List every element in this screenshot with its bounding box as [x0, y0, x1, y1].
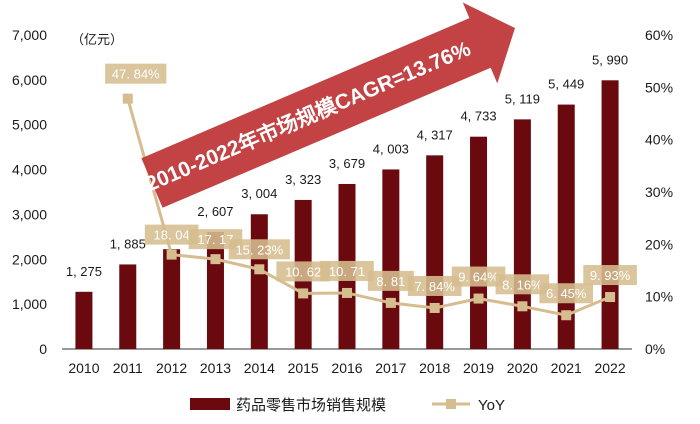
yoy-label-box — [320, 260, 374, 281]
bar-value-label: 4, 317 — [417, 127, 453, 142]
legend: 药品零售市场销售规模 YoY — [190, 397, 505, 414]
bar — [426, 155, 444, 349]
bar-value-label: 3, 323 — [285, 172, 321, 187]
yoy-label-box — [276, 261, 330, 282]
legend-bar-swatch — [190, 398, 230, 410]
cagr-arrow — [141, 2, 515, 208]
axes: 0 1,000 2,000 3,000 4,000 5,000 6,000 7,000 0% 10… — [12, 27, 673, 376]
right-tick-label: 40% — [645, 132, 673, 148]
yoy-marker — [473, 293, 484, 304]
x-tick-label: 2018 — [419, 360, 450, 376]
x-tick-label: 2021 — [551, 360, 582, 376]
x-tick-label: 2015 — [288, 360, 319, 376]
bar-value-label: 3, 004 — [241, 186, 277, 201]
yoy-marker — [605, 292, 616, 303]
bar-value-label: 5, 119 — [505, 91, 540, 106]
right-tick-label: 10% — [645, 289, 673, 305]
yoy-value-label: 9. 93% — [590, 268, 631, 283]
x-tick-label: 2017 — [375, 360, 406, 376]
left-axis-unit: （亿元） — [71, 32, 123, 47]
yoy-marker — [429, 302, 440, 313]
bar — [513, 119, 531, 350]
bar-value-label: 4, 733 — [460, 109, 496, 124]
x-tick-label: 2014 — [244, 360, 275, 376]
x-tick-label: 2019 — [463, 360, 494, 376]
yoy-marker — [254, 264, 265, 275]
legend-line-marker — [446, 399, 456, 409]
yoy-value-label: 7. 84% — [414, 279, 455, 294]
yoy-label-box — [144, 224, 199, 245]
right-tick-label: 50% — [645, 79, 673, 95]
yoy-label-box — [407, 275, 462, 296]
cagr-arrow-group: 2010-2022年市场规模CAGR=13.76% — [141, 2, 515, 208]
yoy-label-box — [539, 283, 594, 304]
legend-bar-label: 药品零售市场销售规模 — [236, 397, 386, 414]
right-tick-label: 20% — [645, 236, 673, 252]
x-tick-label: 2020 — [507, 360, 538, 376]
yoy-value-label: 18. 04 — [154, 228, 190, 243]
x-tick-label: 2013 — [200, 360, 231, 376]
right-tick-label: 0% — [645, 341, 665, 357]
yoy-label-box — [228, 239, 290, 260]
x-tick-label: 2016 — [331, 360, 362, 376]
yoy-line — [126, 98, 611, 317]
yoy-marker — [298, 288, 309, 299]
left-tick-label: 0 — [39, 341, 47, 357]
bar — [250, 214, 268, 349]
x-tick-label: 2011 — [113, 360, 143, 376]
left-tick-label: 2,000 — [12, 251, 47, 267]
bar — [75, 291, 93, 349]
yoy-value-label: 8. 81 — [376, 274, 405, 289]
right-tick-label: 60% — [645, 27, 673, 43]
bar — [119, 264, 137, 349]
yoy-marker — [385, 297, 396, 308]
bar-value-label: 1, 275 — [66, 264, 102, 279]
yoy-value-label: 8. 16% — [502, 277, 543, 292]
bar-value-label: 3, 679 — [329, 156, 365, 171]
yoy-label-box — [105, 63, 167, 84]
x-tick-label: 2010 — [68, 360, 99, 376]
yoy-label-box — [583, 265, 637, 286]
yoy-marker — [561, 310, 572, 321]
yoy-label-box — [495, 274, 550, 295]
yoy-value-label: 47. 84% — [112, 67, 160, 82]
legend-line-label: YoY — [478, 397, 505, 414]
left-tick-label: 1,000 — [12, 296, 47, 312]
left-tick-label: 3,000 — [12, 206, 47, 222]
yoy-value-label: 10. 62 — [285, 264, 321, 279]
bar — [601, 80, 619, 349]
x-tick-label: 2012 — [156, 360, 187, 376]
yoy-line-group — [122, 93, 616, 321]
yoy-value-label: 15. 23% — [235, 242, 283, 257]
yoy-marker — [122, 93, 133, 104]
yoy-marker — [517, 301, 528, 312]
left-tick-label: 4,000 — [12, 162, 47, 178]
yoy-value-label: 10. 71 — [329, 264, 365, 279]
yoy-label-box — [367, 270, 414, 291]
bar-value-label: 1, 885 — [110, 236, 146, 251]
left-tick-label: 7,000 — [12, 27, 47, 43]
yoy-marker — [342, 287, 352, 298]
left-tick-label: 5,000 — [12, 117, 47, 133]
yoy-label-box — [451, 266, 506, 287]
yoy-value-label: 17. 17 — [197, 232, 233, 247]
left-tick-label: 6,000 — [12, 72, 47, 88]
bar-value-label: 5, 990 — [592, 52, 628, 67]
bar-value-label: 2, 607 — [197, 204, 233, 219]
bar — [206, 232, 224, 349]
bar-value-label: 4, 003 — [373, 141, 409, 156]
yoy-value-label: 6. 45% — [546, 286, 587, 301]
yoy-marker — [166, 249, 177, 260]
yoy-value-label: 9. 64% — [458, 270, 499, 285]
bar-value-label: 5, 449 — [548, 77, 584, 92]
x-tick-label: 2022 — [594, 360, 625, 376]
bar — [470, 136, 488, 349]
yoy-marker — [210, 254, 221, 265]
bar — [163, 249, 181, 349]
right-tick-label: 30% — [645, 184, 673, 200]
bar — [382, 169, 400, 349]
